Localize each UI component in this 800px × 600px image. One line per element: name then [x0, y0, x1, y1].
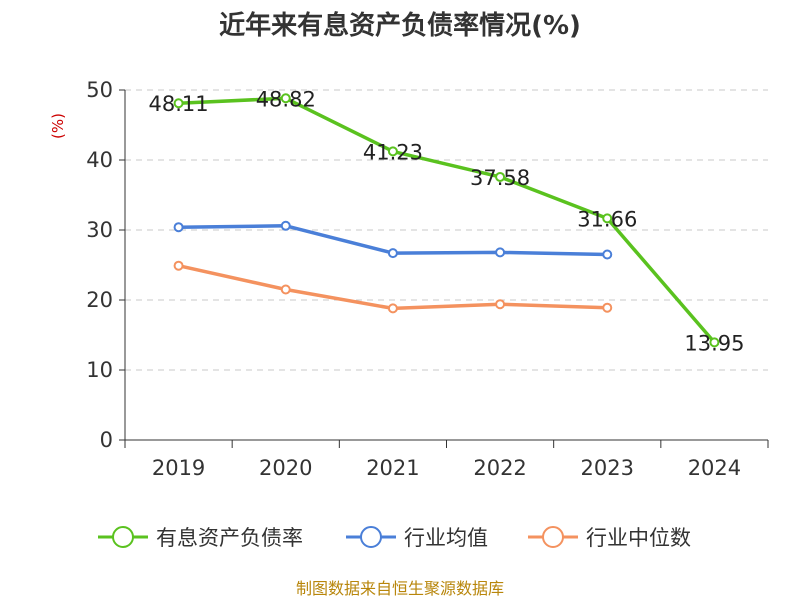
y-tick-label-50: 50	[86, 78, 113, 102]
data-point-2-2	[387, 303, 398, 314]
series-1	[173, 220, 613, 260]
x-tick-label-2024: 2024	[688, 456, 741, 480]
data-point-1-3	[495, 247, 506, 258]
data-point-0-0	[173, 98, 184, 109]
x-tick-label-2021: 2021	[366, 456, 419, 480]
y-tick-label-0: 0	[100, 428, 113, 452]
legend-item-2: 行业中位数	[528, 526, 691, 550]
x-tick-label-2020: 2020	[259, 456, 312, 480]
data-label-0-1: 48.82	[256, 87, 316, 111]
x-tick-label-2023: 2023	[581, 456, 634, 480]
axes	[119, 89, 769, 448]
y-tick-labels: 0 10 20 30 40 50	[86, 78, 113, 452]
data-point-0-4	[602, 213, 613, 224]
legend-marker-1	[360, 526, 382, 548]
y-tick-label-20: 20	[86, 288, 113, 312]
data-point-1-1	[280, 220, 291, 231]
data-point-2-3	[495, 299, 506, 310]
data-point-2-1	[280, 284, 291, 295]
data-label-0-3: 37.58	[470, 166, 530, 190]
series-0	[173, 93, 720, 348]
chart-title: 近年来有息资产负债率情况(%)	[219, 10, 581, 41]
series-line-0	[178, 96, 716, 344]
legend-item-1: 行业均值	[346, 526, 488, 550]
series-line-2	[178, 263, 608, 311]
data-point-1-2	[387, 248, 398, 259]
data-point-0-3	[495, 171, 506, 182]
data-label-0-4: 31.66	[577, 207, 637, 231]
data-point-0-1	[280, 93, 291, 104]
x-tick-labels: 2019 2020 2021 2022 2023 2024	[152, 456, 741, 480]
data-point-1-0	[173, 222, 184, 233]
grid-lines	[125, 89, 768, 371]
legend-label-0: 有息资产负债率	[156, 526, 303, 550]
source-note: 制图数据来自恒生聚源数据库	[296, 579, 504, 598]
data-label-0-5: 13.95	[684, 331, 744, 355]
x-tick-label-2022: 2022	[473, 456, 526, 480]
series-2	[173, 260, 613, 314]
y-tick-label-40: 40	[86, 148, 113, 172]
legend-label-1: 行业均值	[404, 526, 488, 550]
series-group: 48.11 48.82 41.23 37.58 31.66 13.95	[149, 87, 745, 355]
data-label-0-2: 41.23	[363, 140, 423, 164]
y-tick-label-10: 10	[86, 358, 113, 382]
y-axis-label: (%)	[49, 113, 67, 139]
legend-item-0: 有息资产负债率	[98, 526, 303, 550]
data-point-0-2	[387, 146, 398, 157]
legend-marker-0	[112, 526, 134, 548]
legend-label-2: 行业中位数	[586, 526, 691, 550]
data-point-0-5	[709, 337, 720, 348]
y-tick-label-30: 30	[86, 218, 113, 242]
data-point-2-4	[602, 302, 613, 313]
data-point-2-0	[173, 260, 184, 271]
legend-marker-2	[542, 526, 564, 548]
x-tick-label-2019: 2019	[152, 456, 205, 480]
data-point-1-4	[602, 249, 613, 260]
data-label-0-0: 48.11	[149, 92, 209, 116]
legend: 有息资产负债率 行业均值 行业中位数	[98, 526, 691, 550]
